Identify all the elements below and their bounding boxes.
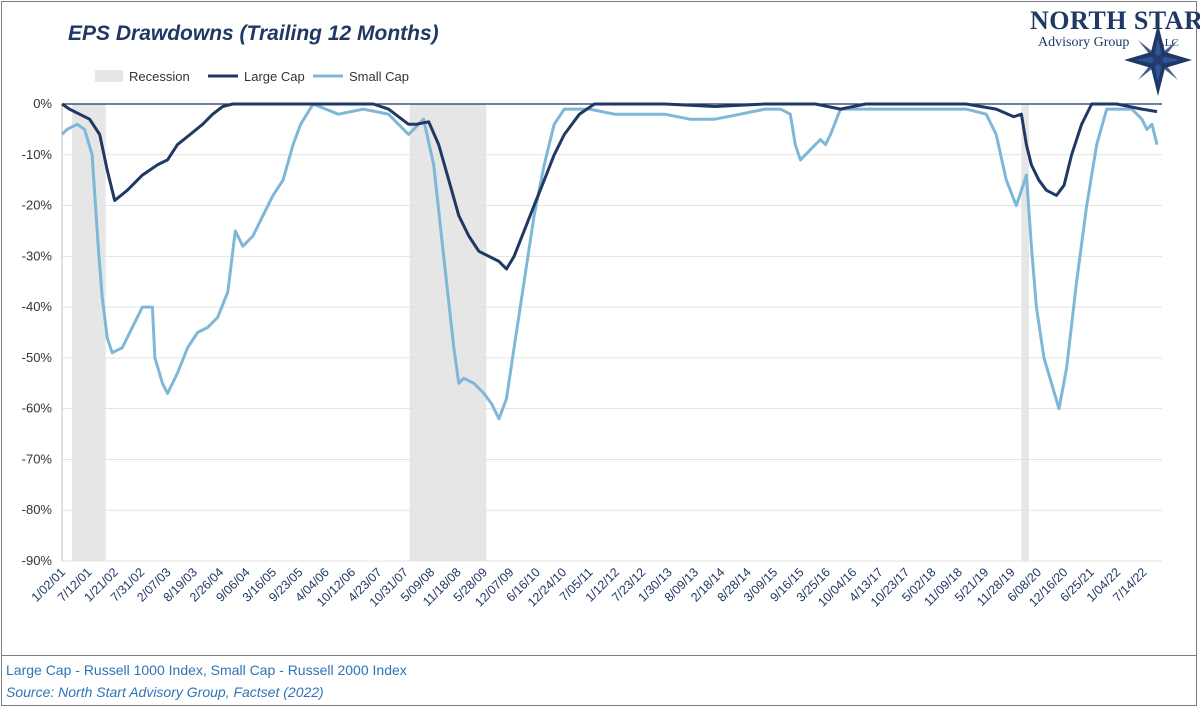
- y-tick-label: -40%: [22, 299, 53, 314]
- logo-subtitle: Advisory Group: [1038, 35, 1130, 50]
- legend-recession-label: Recession: [129, 69, 190, 84]
- y-tick-label: -70%: [22, 451, 53, 466]
- y-tick-label: -90%: [22, 553, 53, 568]
- eps-drawdown-chart: 0% -10% -20% -30% -40% -50% -60% -70% -80% -90% 1…: [22, 69, 1162, 610]
- y-tick-label: -30%: [22, 248, 53, 263]
- y-tick-label: -60%: [22, 401, 53, 416]
- legend-large-cap-label: Large Cap: [244, 69, 305, 84]
- y-tick-label: 0%: [33, 96, 52, 111]
- series-lines: [60, 102, 1159, 421]
- recession-band: [1021, 104, 1029, 561]
- y-tick-label: -20%: [22, 198, 53, 213]
- y-axis: 0% -10% -20% -30% -40% -50% -60% -70% -80% -90%: [22, 96, 63, 568]
- large-cap-line: [61, 102, 1158, 271]
- source-footnote: Source: North Start Advisory Group, Fact…: [6, 684, 324, 700]
- compass-star-icon: [1124, 24, 1192, 96]
- recession-band: [72, 104, 106, 561]
- footnote-area: [1, 655, 1197, 706]
- y-tick-label: -50%: [22, 350, 53, 365]
- company-logo: NORTH STAR Advisory Group LLC: [1030, 6, 1200, 98]
- x-axis: 1/02/017/12/011/21/027/31/022/07/038/19/…: [29, 565, 1150, 609]
- legend: Recession Large Cap Small Cap: [95, 69, 409, 84]
- legend-small-cap-label: Small Cap: [349, 69, 409, 84]
- logo-name: NORTH STAR: [1030, 6, 1200, 35]
- recession-bands: [72, 104, 1029, 561]
- gridlines: [62, 103, 1162, 562]
- small-cap-line: [60, 102, 1159, 421]
- y-tick-label: -80%: [22, 502, 53, 517]
- legend-recession-swatch: [95, 70, 123, 82]
- chart-title: EPS Drawdowns (Trailing 12 Months): [68, 22, 439, 45]
- index-footnote: Large Cap - Russell 1000 Index, Small Ca…: [6, 662, 407, 678]
- y-tick-label: -10%: [22, 147, 53, 162]
